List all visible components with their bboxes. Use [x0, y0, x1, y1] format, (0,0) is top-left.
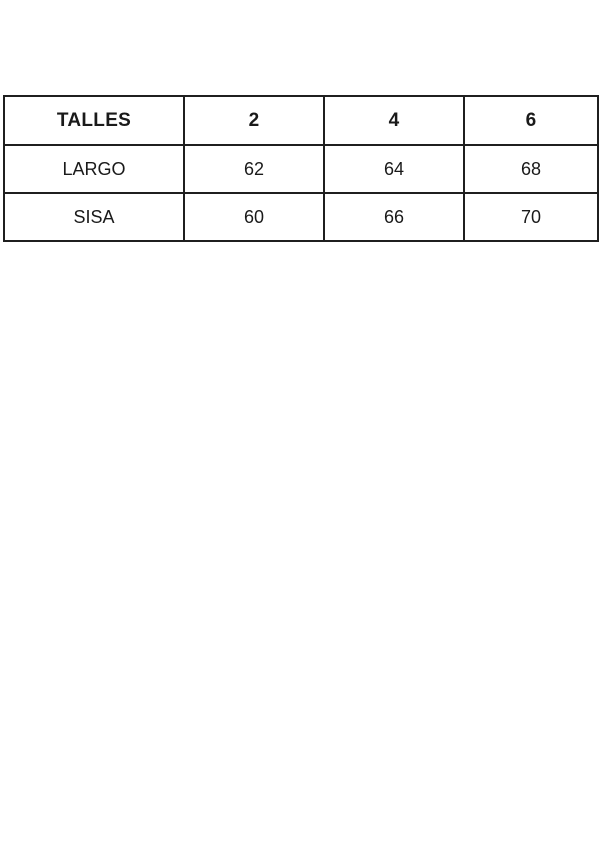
table-cell-largo-2: 62: [183, 144, 325, 194]
table-cell-sisa-6: 70: [463, 192, 599, 242]
table-cell-largo-4: 64: [323, 144, 465, 194]
size-chart-table: TALLES 2 4 6 LARGO 62 64 68 SISA 60 66 7…: [3, 95, 599, 242]
table-header-row: TALLES 2 4 6: [3, 95, 599, 146]
table-cell-largo-6: 68: [463, 144, 599, 194]
table-cell-sisa-4: 66: [323, 192, 465, 242]
header-cell-size-6: 6: [463, 95, 599, 146]
table-row-largo: LARGO 62 64 68: [3, 144, 599, 194]
table-cell-sisa-2: 60: [183, 192, 325, 242]
header-cell-talles: TALLES: [3, 95, 185, 146]
table-row-sisa: SISA 60 66 70: [3, 192, 599, 242]
header-cell-size-4: 4: [323, 95, 465, 146]
row-label-largo: LARGO: [3, 144, 185, 194]
header-cell-size-2: 2: [183, 95, 325, 146]
row-label-sisa: SISA: [3, 192, 185, 242]
